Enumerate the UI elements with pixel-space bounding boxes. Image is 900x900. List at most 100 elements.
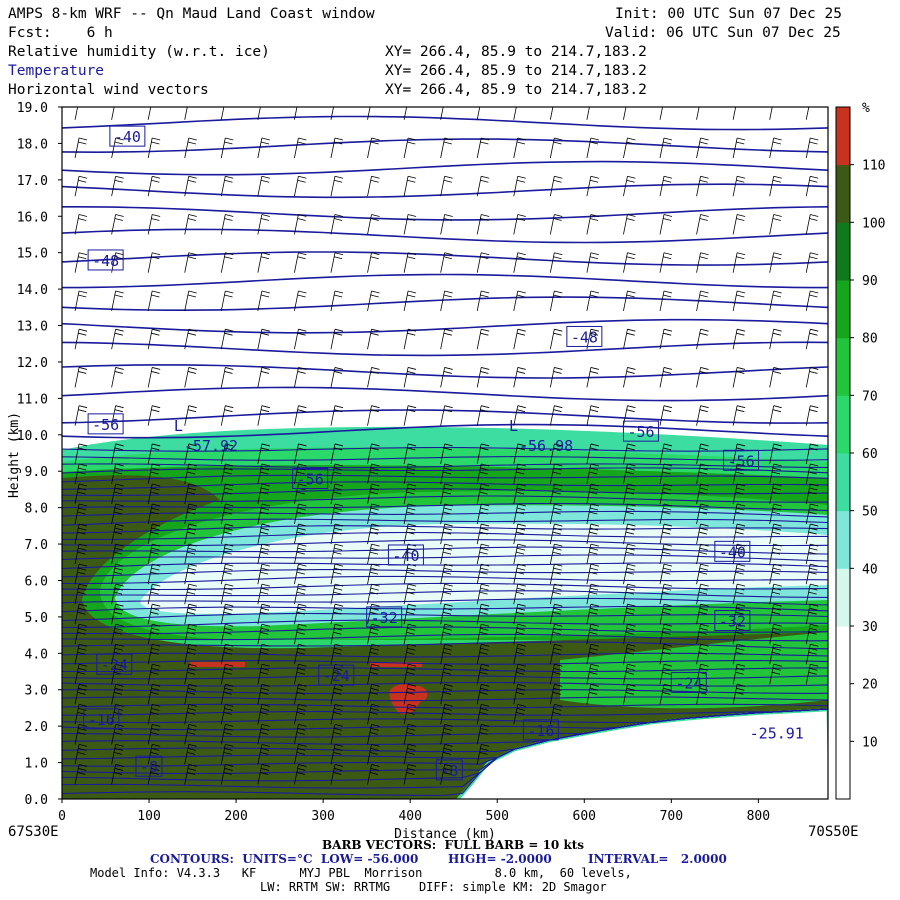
wind-barb — [586, 643, 599, 665]
isotherm-line — [62, 115, 828, 131]
wind-barb — [330, 523, 344, 545]
wind-barb — [74, 214, 88, 235]
wind-barb — [659, 543, 673, 565]
isotherm-line — [62, 138, 828, 154]
x-tick-label: 500 — [485, 809, 508, 824]
contour-label: -32 — [366, 606, 403, 628]
contours-interval: INTERVAL= 2.0000 — [588, 852, 727, 866]
contour-label-text: -32 — [371, 609, 398, 627]
wind-barb — [294, 663, 307, 685]
wind-barb — [220, 723, 234, 745]
wind-barb — [549, 137, 563, 159]
isotherm-line — [62, 689, 828, 694]
wind-barb — [74, 328, 88, 350]
wind-barb — [74, 683, 88, 705]
wind-barb — [696, 290, 709, 312]
wind-barb — [659, 107, 663, 120]
wind-barb — [586, 252, 599, 273]
wind-barb — [440, 405, 453, 426]
wind-barb — [549, 583, 563, 605]
wind-barb — [769, 483, 782, 505]
wind-barb — [294, 764, 307, 785]
contour-label-text: -24 — [675, 674, 702, 692]
wind-barb — [805, 214, 819, 235]
wind-barb — [440, 290, 453, 312]
wind-barb — [513, 483, 526, 505]
plot-frame — [61, 106, 829, 800]
contour-label: -24 — [318, 664, 355, 686]
wind-barb — [257, 703, 270, 725]
wind-barb — [184, 175, 197, 197]
wind-barb — [513, 663, 526, 685]
wind-barb — [403, 603, 417, 625]
y-tick-label: 9.0 — [25, 465, 48, 480]
wind-barb — [805, 623, 819, 645]
wind-barb — [111, 252, 124, 273]
wind-barb — [805, 503, 819, 525]
isotherm-line — [62, 708, 828, 724]
wind-barb — [220, 683, 234, 705]
wind-barb — [257, 744, 270, 765]
physics-info: LW: RRTM SW: RRTMG DIFF: simple KM: 2D S… — [260, 880, 607, 894]
wind-barb — [257, 405, 270, 426]
wind-barb — [696, 107, 700, 120]
wind-barb — [440, 367, 453, 388]
wind-barb — [805, 523, 819, 545]
wind-barb — [440, 543, 453, 565]
wind-barb — [147, 563, 161, 585]
wind-barb — [732, 252, 746, 273]
wind-barb — [367, 328, 380, 350]
wind-barb — [367, 443, 380, 465]
field-xy-wind: XY= 266.4, 85.9 to 214.7,183.2 — [385, 82, 647, 98]
wind-barb — [294, 137, 307, 159]
isotherm-line — [62, 446, 828, 452]
wind-barb — [805, 175, 819, 197]
wind-barb — [586, 503, 599, 525]
wind-barb — [257, 463, 270, 485]
wind-barb — [476, 563, 490, 585]
wind-barb — [220, 290, 234, 312]
wind-barb — [330, 744, 344, 765]
y-tick-label: 5.0 — [25, 611, 48, 626]
wind-barb — [440, 443, 453, 465]
wind-barb — [367, 603, 380, 625]
wind-barb — [184, 543, 197, 565]
colorbar-tick-label: 40 — [862, 562, 878, 577]
contour-label: -16 — [83, 708, 120, 730]
wind-barb — [184, 483, 197, 505]
wind-barb — [732, 175, 746, 197]
wind-barb — [403, 764, 417, 785]
wind-barb — [513, 137, 526, 159]
wind-barb — [732, 563, 746, 585]
x-tick-label: 300 — [311, 809, 334, 824]
wind-barb — [659, 563, 673, 585]
wind-barb — [769, 175, 782, 197]
colorbar-swatch — [836, 164, 850, 223]
wind-barb — [769, 463, 782, 485]
contour-label: -56 — [87, 413, 124, 435]
wind-barb — [184, 663, 197, 685]
isotherm-line — [62, 597, 828, 606]
wind-barb — [220, 137, 234, 159]
wind-barb — [257, 175, 270, 197]
wind-barb — [330, 703, 344, 725]
wind-barb — [403, 175, 417, 197]
contour-label-text: -8 — [140, 758, 158, 776]
wind-barb — [440, 214, 453, 235]
wind-barb — [513, 175, 526, 197]
isotherm-line — [62, 590, 828, 598]
wind-barb — [147, 214, 161, 235]
wind-barb — [257, 683, 270, 705]
wind-barb — [476, 683, 490, 705]
wind-barb — [805, 137, 819, 159]
colorbar-tick-label: 100 — [862, 216, 885, 231]
wind-barb — [403, 328, 417, 350]
wind-barb — [805, 367, 819, 388]
wind-barb — [330, 503, 344, 525]
wind-barb — [147, 107, 152, 120]
wind-barb — [440, 252, 453, 273]
wind-barb — [367, 764, 380, 785]
wind-barb — [294, 643, 307, 665]
wind-barb — [330, 764, 344, 785]
colorbar-swatch — [836, 280, 850, 339]
